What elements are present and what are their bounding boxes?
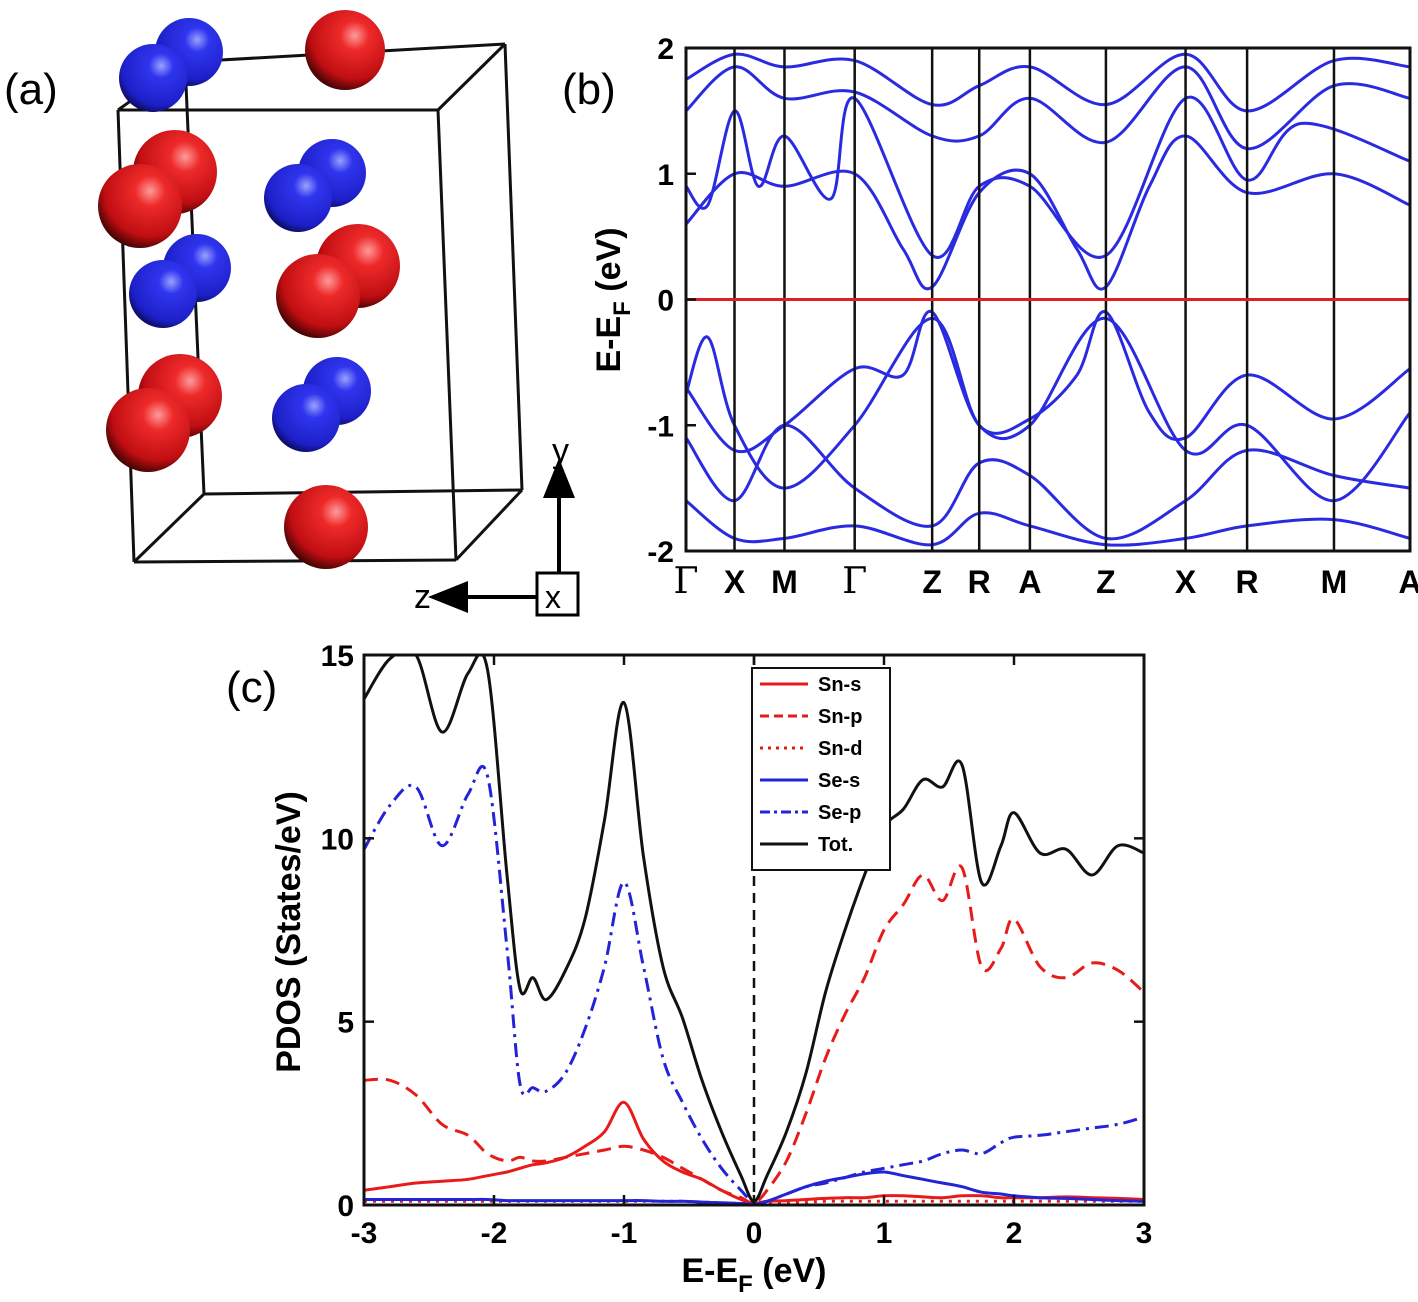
- band-ytick-label: -1: [647, 410, 674, 443]
- sn-atom: [284, 485, 368, 569]
- conduction-band-1: [686, 95, 1410, 259]
- se-atom: [272, 384, 340, 452]
- kpoint-label: X: [724, 564, 746, 600]
- pdos-ytick-label: 5: [337, 1007, 354, 1040]
- conduction-band-3: [686, 52, 1410, 113]
- pdos-xtick-label: 0: [746, 1217, 763, 1250]
- conduction-band-0: [686, 134, 1410, 291]
- kpoint-label: Γ: [674, 561, 699, 602]
- band-ytick-label: 1: [657, 159, 674, 192]
- panel-c-label: (c): [226, 663, 277, 712]
- pdos-plot: 0 5 10 15 -3 -2 -1 0 1 2 3: [321, 640, 1153, 1250]
- pdos-xlabel-sub: F: [738, 1271, 753, 1298]
- band-ytick-label: 0: [657, 285, 674, 318]
- pdos-ytick-label: 0: [337, 1190, 354, 1223]
- valence-band-1: [686, 316, 1410, 503]
- legend-label: Tot.: [818, 834, 853, 856]
- kpoint-label: A: [1018, 564, 1041, 600]
- kpoint-label: M: [771, 564, 798, 600]
- se-atom: [119, 44, 187, 112]
- kpoint-label: R: [1236, 564, 1259, 600]
- legend-label: Se-p: [818, 802, 861, 824]
- band-ytick-label: -2: [647, 536, 674, 569]
- kpoint-label: R: [968, 564, 991, 600]
- axis-z-label: z: [414, 578, 431, 616]
- pdos-ytick-label: 15: [321, 640, 354, 673]
- panel-b-label: (b): [562, 65, 616, 114]
- pdos-xtick-label: -1: [611, 1217, 638, 1250]
- pdos-xlabel: E-EF (eV): [681, 1252, 826, 1298]
- kpoint-label: Γ: [842, 561, 867, 602]
- kpoint-label: A: [1398, 564, 1418, 600]
- pdos-legend-box: [751, 667, 891, 871]
- atoms: [98, 10, 400, 569]
- pdos-xlabel-main: E-E: [681, 1252, 738, 1290]
- pdos-curves: [364, 655, 1144, 1205]
- pdos-legend: Sn-s Sn-p Sn-d Se-s Se-p Tot.: [751, 667, 891, 871]
- pdos-xlabel-unit: (eV): [753, 1252, 827, 1290]
- band-ylabel: E-EF (eV): [590, 227, 636, 372]
- pdos-xtick-label: 1: [876, 1217, 893, 1250]
- pdos-xtick-label: 3: [1136, 1217, 1153, 1250]
- legend-label: Sn-s: [818, 674, 861, 696]
- sn-atom: [98, 164, 182, 248]
- panel-a-structure: (a) y z x: [4, 10, 580, 617]
- pdos-xtick-label: -2: [481, 1217, 508, 1250]
- legend-label: Sn-p: [818, 706, 862, 728]
- pdos-ylabel: PDOS (States/eV): [270, 791, 308, 1073]
- kpoint-label: Z: [922, 564, 942, 600]
- band-ytick-label: 2: [657, 33, 674, 66]
- band-ylabel-unit: (eV): [590, 227, 628, 301]
- sn-atom: [305, 10, 385, 90]
- sn-atom: [106, 388, 190, 472]
- kpoint-label: X: [1175, 564, 1197, 600]
- kpoint-label: M: [1321, 564, 1348, 600]
- panel-c-pdos: (c) 0 5 10 15 -3 -2 -1 0 1 2 3 PDOS (States/eV) E-…: [226, 640, 1152, 1298]
- valence-band-3: [686, 499, 1410, 547]
- axis-x-label: x: [545, 579, 561, 615]
- legend-label: Sn-d: [818, 738, 862, 760]
- pdos-xtick-label: 2: [1006, 1217, 1023, 1250]
- sn-atom: [276, 254, 360, 338]
- band-ylabel-main: E-E: [590, 316, 628, 373]
- se-atom: [264, 164, 332, 232]
- pdos-xtick-label: -3: [351, 1217, 378, 1250]
- kpoint-label: Z: [1096, 564, 1116, 600]
- axis-triad: y z x: [414, 432, 580, 617]
- pdos-series-tot: [364, 655, 1144, 1203]
- legend-label: Se-s: [818, 770, 860, 792]
- valence-band-0: [686, 310, 1410, 454]
- axis-y-label: y: [552, 432, 569, 470]
- pdos-ytick-label: 10: [321, 823, 354, 856]
- pdos-series-se-p: [364, 765, 1144, 1205]
- band-ylabel-sub: F: [609, 301, 636, 316]
- se-atom: [129, 260, 197, 328]
- panel-a-label: (a): [4, 65, 58, 114]
